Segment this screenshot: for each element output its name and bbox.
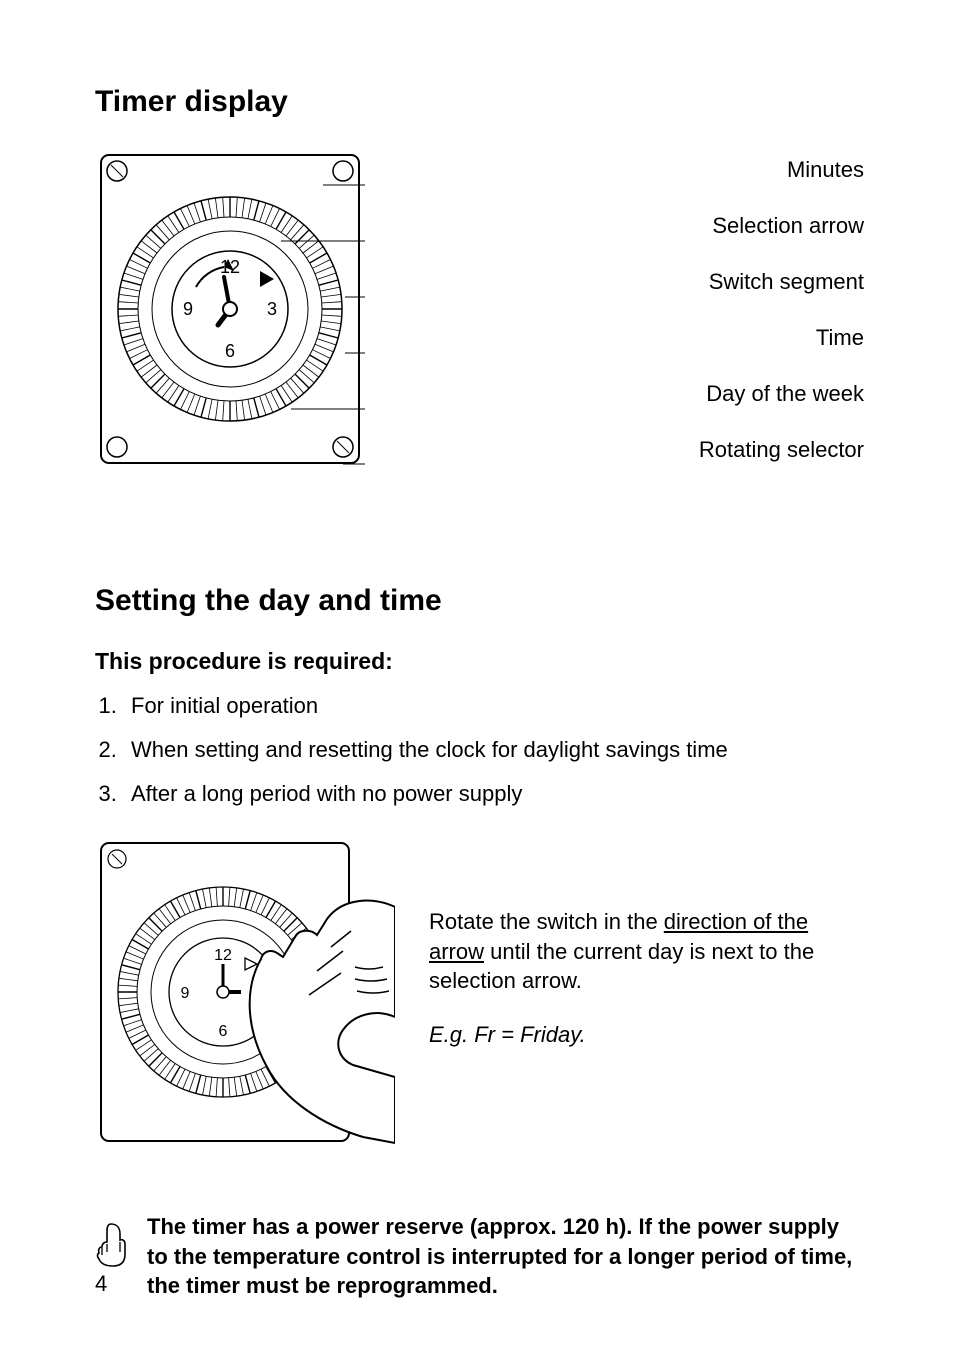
list-item: After a long period with no power supply — [123, 781, 864, 807]
heading-setting-day-time: Setting the day and time — [95, 584, 864, 618]
text-fragment: Rotate the switch in the — [429, 909, 664, 934]
subheading-procedure-required: This procedure is required: — [95, 648, 864, 675]
callout-rotating-selector: Rotating selector — [699, 437, 864, 463]
svg-text:3: 3 — [267, 299, 277, 319]
callout-selection-arrow: Selection arrow — [712, 213, 864, 239]
callout-switch-segment: Switch segment — [709, 269, 864, 295]
page-number: 4 — [95, 1271, 107, 1297]
instruction-row: 12 3 6 9 — [95, 837, 864, 1152]
note-row: The timer has a power reserve (approx. 1… — [95, 1212, 864, 1301]
callout-time: Time — [816, 325, 864, 351]
list-item: For initial operation — [123, 693, 864, 719]
instruction-text: Rotate the switch in the direction of th… — [429, 837, 864, 1074]
callout-day-of-week: Day of the week — [706, 381, 864, 407]
svg-text:12: 12 — [214, 947, 232, 964]
procedure-list: For initial operation When setting and r… — [95, 693, 864, 807]
hand-rotating-diagram: 12 3 6 9 — [95, 837, 395, 1152]
svg-text:6: 6 — [225, 341, 235, 361]
instruction-para-2: E.g. Fr = Friday. — [429, 1020, 864, 1050]
svg-text:9: 9 — [183, 299, 193, 319]
timer-callout-labels: Minutes Selection arrow Switch segment T… — [365, 149, 864, 469]
timer-dial-svg: 12 3 6 9 — [95, 149, 365, 469]
timer-diagram: 12 3 6 9 — [95, 149, 365, 474]
timer-diagram-row: 12 3 6 9 — [95, 149, 864, 474]
svg-text:6: 6 — [219, 1023, 228, 1040]
text-fragment: until the current day is next to the sel… — [429, 939, 814, 994]
pointing-hand-icon — [95, 1212, 129, 1273]
list-item: When setting and resetting the clock for… — [123, 737, 864, 763]
heading-timer-display: Timer display — [95, 85, 864, 119]
callout-minutes: Minutes — [787, 157, 864, 183]
instruction-para-1: Rotate the switch in the direction of th… — [429, 907, 864, 996]
svg-text:9: 9 — [181, 985, 190, 1002]
note-text: The timer has a power reserve (approx. 1… — [147, 1212, 864, 1301]
